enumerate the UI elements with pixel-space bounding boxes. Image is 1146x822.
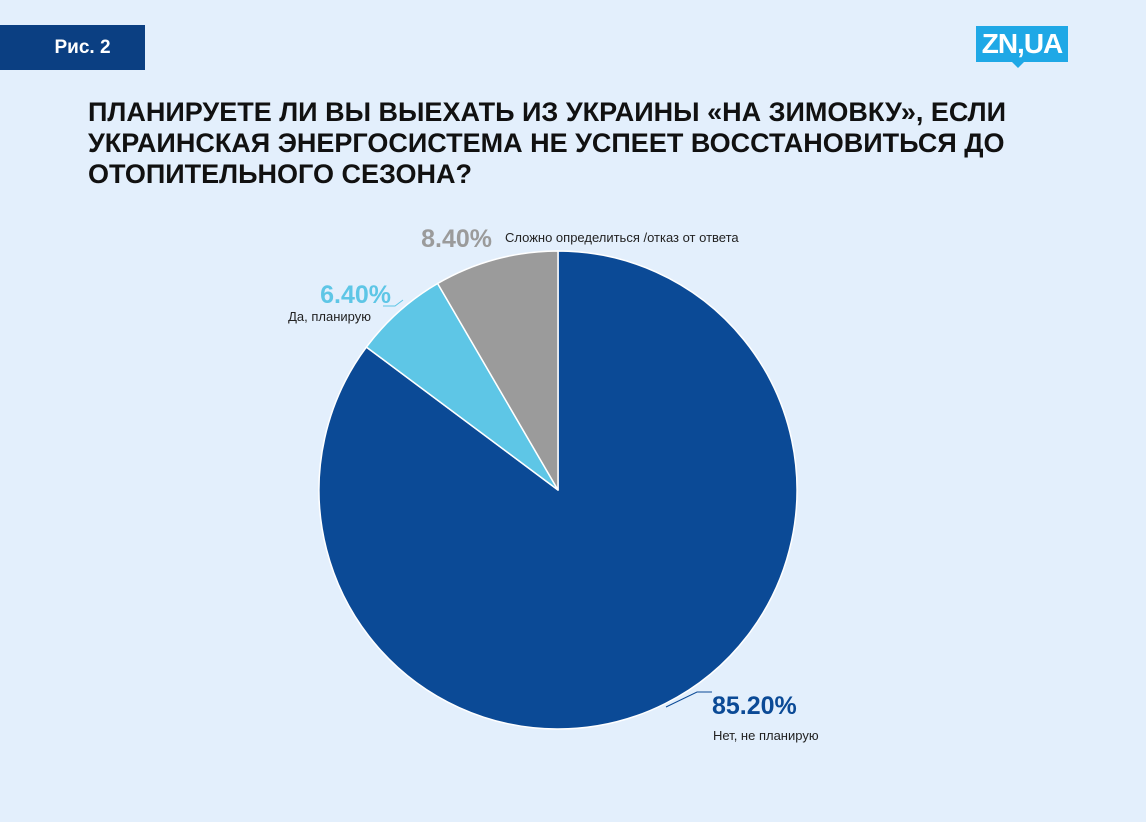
chart-title: ПЛАНИРУЕТЕ ЛИ ВЫ ВЫЕХАТЬ ИЗ УКРАИНЫ «НА …: [88, 97, 1007, 189]
slice-label-yes: Да, планирую: [288, 309, 371, 324]
logo-speech-tail-icon: [1010, 60, 1026, 68]
slice-value-undecided: 8.40%: [421, 225, 492, 253]
pie-slice-no: [318, 250, 798, 730]
figure-label: Рис. 2: [0, 25, 145, 70]
slice-value-yes: 6.40%: [320, 281, 391, 309]
slice-label-no: Нет, не планирую: [713, 728, 819, 743]
pie-slice-undecided: [436, 250, 559, 491]
leader-line-no: [665, 691, 712, 708]
slice-label-undecided: Сложно определиться /отказ от ответа: [505, 230, 739, 245]
slice-value-no: 85.20%: [712, 692, 797, 720]
leader-line-yes: [383, 299, 404, 307]
zn-ua-logo: ZN,UA: [976, 26, 1068, 62]
pie-slices: [318, 250, 798, 730]
